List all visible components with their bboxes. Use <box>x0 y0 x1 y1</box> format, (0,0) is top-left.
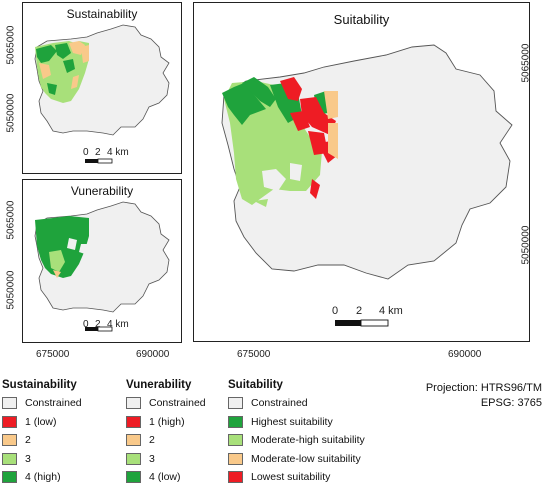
legend-label: 4 (low) <box>149 471 181 484</box>
legend-item: Moderate-low suitability <box>228 450 365 469</box>
map-panel-vunerability: Vunerability 5065000 5050000 0 2 4 km <box>6 179 182 343</box>
y-coord-bottom: 5050000 <box>520 225 532 265</box>
scale-label-0: 0 <box>332 305 339 317</box>
scale-label-2: 2 <box>95 147 101 158</box>
legend-swatch <box>2 397 17 410</box>
legend-swatch <box>126 452 141 465</box>
legend-swatch <box>126 397 141 410</box>
legend-swatch <box>2 471 17 484</box>
y-coord-top: 5065000 <box>5 25 17 65</box>
x-coord-right: 690000 <box>448 349 482 360</box>
legend-item: 2 <box>126 431 206 450</box>
legend-swatch <box>228 452 243 465</box>
suitability-map <box>221 44 513 280</box>
legend-item: Constrained <box>2 394 82 413</box>
legend-item: 4 (low) <box>126 468 206 487</box>
legend-label: 2 <box>25 434 31 447</box>
legend-title: Vunerability <box>126 379 192 391</box>
y-coord-bottom: 5050000 <box>5 93 17 133</box>
legend-swatch <box>228 415 243 428</box>
map-title: Suitability <box>333 12 390 27</box>
scale-bar <box>85 158 113 164</box>
scale-label-0: 0 <box>83 319 89 330</box>
legend-item: Constrained <box>228 394 365 413</box>
scale-label-0: 0 <box>83 147 89 158</box>
legend-swatch <box>126 415 141 428</box>
sustainability-map <box>34 24 170 136</box>
scale-label-4km: 4 km <box>379 305 403 317</box>
projection-text: Projection: HTRS96/TM <box>425 382 542 394</box>
legend-sustainability: Sustainability Constrained 1 (low) 2 3 4… <box>2 379 82 487</box>
map-panel-sustainability: Sustainability 5065000 5050000 0 2 4 km <box>6 2 182 174</box>
epsg-text: EPSG: 3765 <box>480 397 542 409</box>
legend-item: 1 (low) <box>2 413 82 432</box>
legend-item: Constrained <box>126 394 206 413</box>
scale-bar <box>335 319 389 327</box>
legend-swatch <box>2 452 17 465</box>
legend-label: Highest suitability <box>251 415 333 428</box>
legend-swatch <box>126 434 141 447</box>
legend-label: 1 (low) <box>25 415 57 428</box>
legend-swatch <box>2 415 17 428</box>
legend-item: 1 (high) <box>126 413 206 432</box>
y-coord-top: 5065000 <box>5 200 17 240</box>
legend-label: 3 <box>149 452 155 465</box>
y-coord-top: 5065000 <box>520 43 532 83</box>
legend-label: 2 <box>149 434 155 447</box>
map-panel-suitability: Suitability 5065000 5050000 0 2 4 km <box>193 2 532 342</box>
x-coord-left: 675000 <box>36 349 70 360</box>
legend-label: Constrained <box>149 397 206 410</box>
y-coord-bottom: 5050000 <box>5 270 17 310</box>
legend-title: Suitability <box>228 379 283 391</box>
legend-label: Moderate-high suitability <box>251 434 365 447</box>
scale-label-4km: 4 km <box>107 319 129 330</box>
legend-item: Moderate-high suitability <box>228 431 365 450</box>
map-title: Sustainability <box>66 7 138 21</box>
map-title: Vunerability <box>70 184 134 198</box>
legend-item: 4 (high) <box>2 468 82 487</box>
scale-label-4km: 4 km <box>107 147 129 158</box>
legend-swatch <box>2 434 17 447</box>
legend-item: Highest suitability <box>228 413 365 432</box>
legend-label: 3 <box>25 452 31 465</box>
legend-label: 4 (high) <box>25 471 61 484</box>
scale-label-2: 2 <box>356 305 363 317</box>
legend-label: Lowest suitability <box>251 471 331 484</box>
x-coord-right: 690000 <box>136 349 170 360</box>
legend-title: Sustainability <box>2 379 77 391</box>
legend-item: 2 <box>2 431 82 450</box>
legend-label: Constrained <box>251 397 308 410</box>
x-coord-left: 675000 <box>237 349 271 360</box>
scale-bar <box>85 326 113 332</box>
vunerability-map <box>34 201 170 313</box>
legend-item: 3 <box>126 450 206 469</box>
legend-swatch <box>228 434 243 447</box>
legend-label: 1 (high) <box>149 415 185 428</box>
legend-vunerability: Vunerability Constrained 1 (high) 2 3 4 … <box>126 379 206 487</box>
scale-label-2: 2 <box>95 319 101 330</box>
legend-swatch <box>228 471 243 484</box>
legend-swatch <box>126 471 141 484</box>
legend-item: Lowest suitability <box>228 468 365 487</box>
legend-suitability: Suitability Constrained Highest suitabil… <box>228 379 365 487</box>
legend-label: Moderate-low suitability <box>251 452 361 465</box>
legend-swatch <box>228 397 243 410</box>
legend-item: 3 <box>2 450 82 469</box>
legend-label: Constrained <box>25 397 82 410</box>
projection-info: Projection: HTRS96/TM EPSG: 3765 <box>426 381 542 411</box>
